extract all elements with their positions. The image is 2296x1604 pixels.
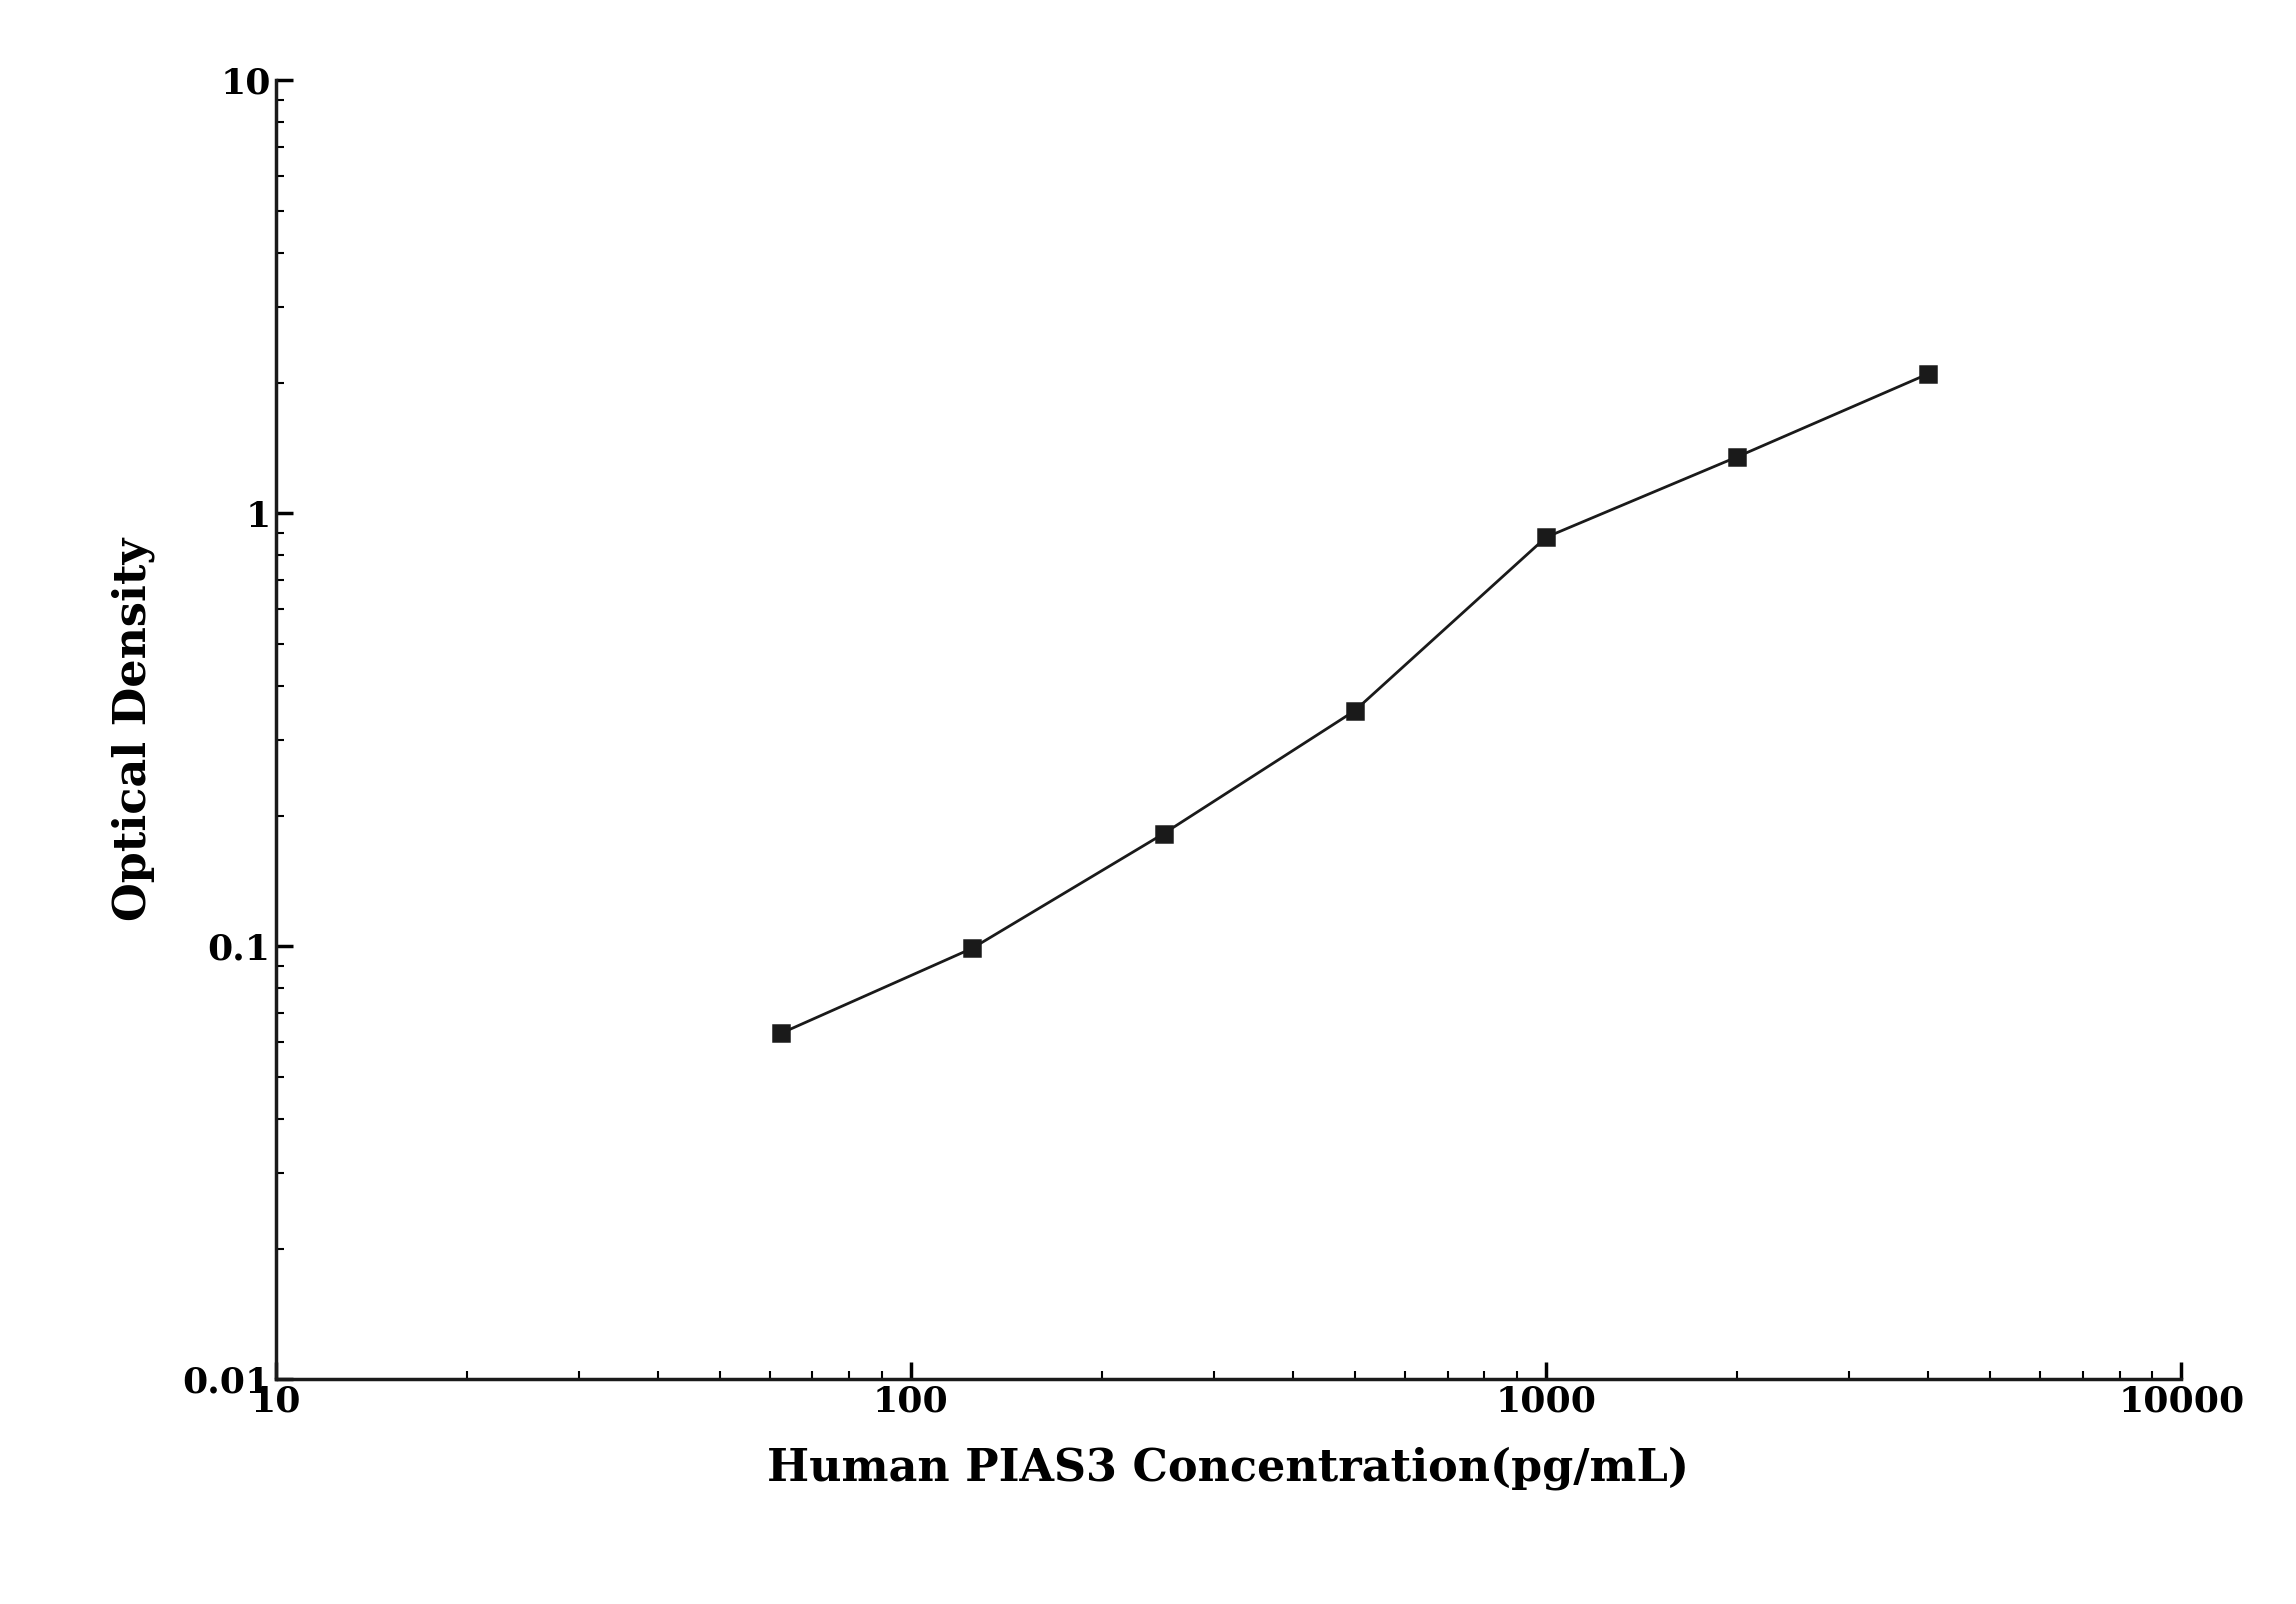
- Y-axis label: Optical Density: Optical Density: [110, 539, 154, 921]
- X-axis label: Human PIAS3 Concentration(pg/mL): Human PIAS3 Concentration(pg/mL): [767, 1447, 1690, 1490]
